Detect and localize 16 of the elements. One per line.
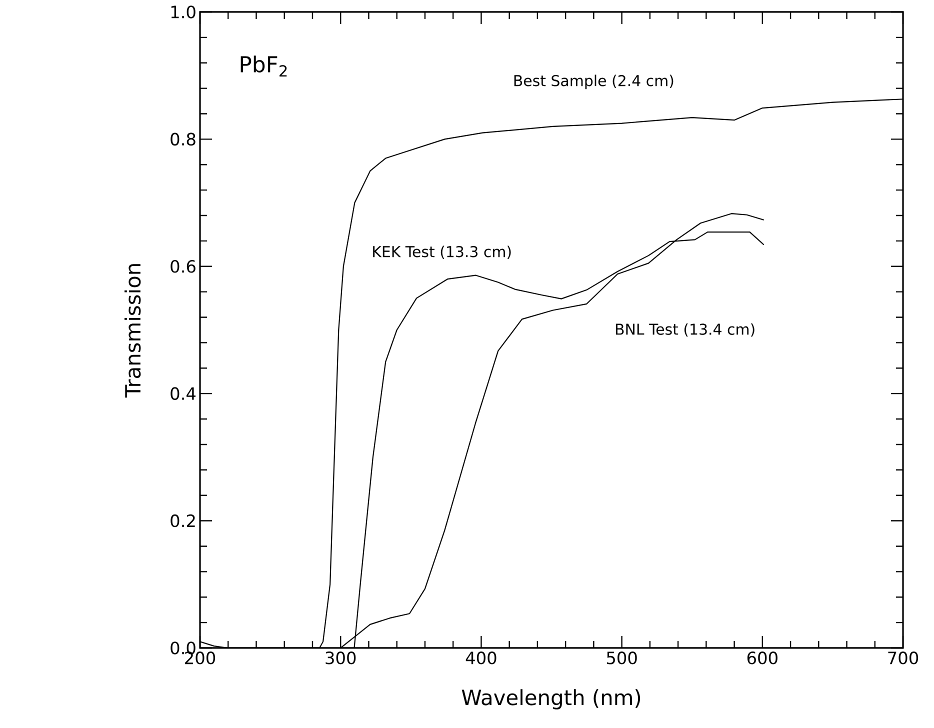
text: BNL Test (13.4 cm) bbox=[616, 323, 754, 337]
x-tick-label: 400 bbox=[466, 651, 496, 664]
y-tick-label: 0.8 bbox=[170, 132, 196, 146]
y-tick-label: 1.0 bbox=[171, 6, 196, 18]
y-tick-label: 0.2 bbox=[170, 514, 195, 528]
y-axis-title: Transmission bbox=[124, 264, 141, 398]
x-tick-label: 700 bbox=[888, 651, 918, 664]
y-tick-label: 0.4 bbox=[170, 387, 196, 400]
annotation: PbF$_{2}$ bbox=[240, 56, 287, 77]
x-tick-label: 600 bbox=[747, 651, 778, 664]
series-label: Best Sample (2.4 cm) bbox=[514, 74, 674, 90]
x-tick-label: 300 bbox=[326, 651, 356, 664]
y-tick-label: 0.6 bbox=[170, 260, 196, 273]
series-label: KEK Test (13.3 cm) bbox=[373, 246, 511, 260]
x-tick-label: 500 bbox=[606, 651, 637, 664]
x-axis-title: Wavelength (nm) bbox=[462, 689, 640, 710]
